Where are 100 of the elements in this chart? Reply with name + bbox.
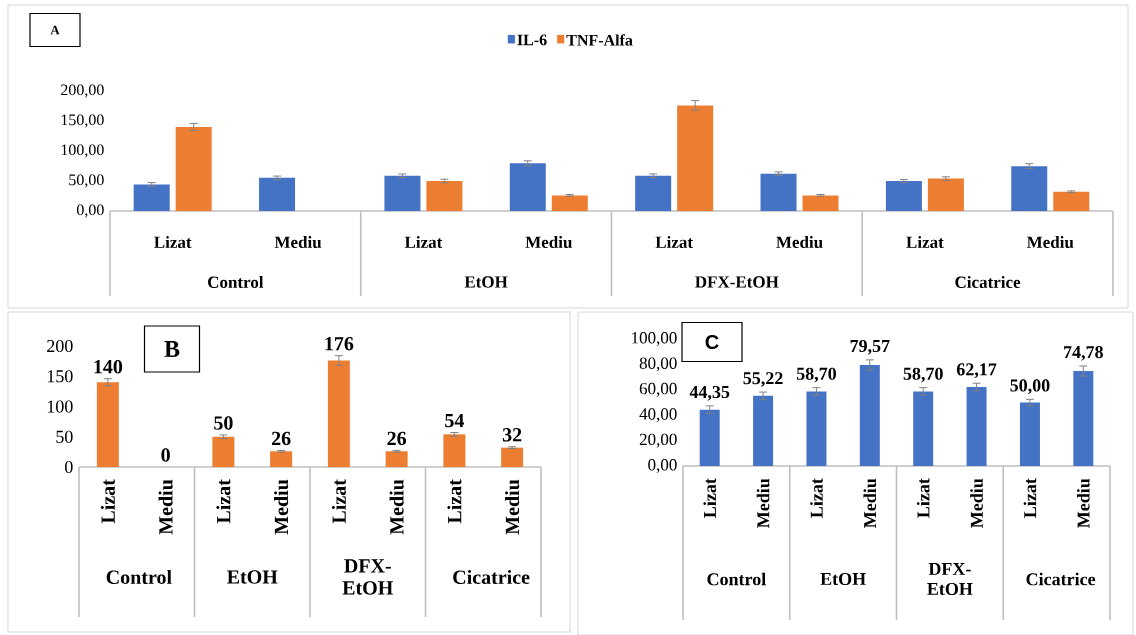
- legend-label: TNF-Alfa: [566, 34, 633, 46]
- chart-title: B: [164, 341, 180, 357]
- bar: [1011, 166, 1048, 211]
- bar: [1073, 371, 1094, 466]
- y-tick-label: 20,00: [639, 433, 677, 448]
- bar: [927, 178, 964, 211]
- y-tick-label: 0: [65, 460, 73, 474]
- y-tick-label: 60,00: [639, 382, 677, 397]
- x-tick-label: Lizat: [154, 236, 192, 248]
- y-tick-label: 200: [47, 339, 73, 353]
- chart-title: C: [705, 334, 719, 350]
- data-label: 32: [502, 428, 522, 442]
- text: Control: [106, 569, 172, 585]
- text: Cicatrice: [453, 569, 530, 585]
- data-label: 55,22: [743, 372, 783, 387]
- y-tick-label: 150,00: [61, 114, 104, 128]
- bar: [753, 395, 774, 466]
- bar: [1053, 191, 1090, 211]
- text: EtOH: [464, 276, 508, 288]
- x-tick-label: Mediu: [389, 479, 404, 535]
- data-label: 50,00: [1010, 379, 1050, 395]
- y-tick-label: 0,00: [76, 204, 104, 218]
- bar: [259, 177, 296, 211]
- bar: [426, 181, 463, 211]
- x-tick-label: Lizat: [447, 479, 462, 524]
- y-tick-label: 100,00: [632, 332, 677, 346]
- y-tick-label: 0,00: [648, 459, 677, 473]
- data-label: 44,35: [689, 385, 730, 401]
- x-tick-label: Mediu: [863, 478, 877, 528]
- text: Cicatrice: [955, 276, 1021, 288]
- x-tick-label: Lizat: [916, 478, 930, 518]
- bar: [133, 184, 170, 211]
- y-tick-label: 100,00: [61, 144, 104, 158]
- x-tick-label: Mediu: [1076, 478, 1090, 528]
- bar: [270, 451, 293, 467]
- bar: [802, 195, 839, 211]
- x-tick-label: Mediu: [970, 478, 983, 528]
- data-label: 0: [161, 448, 170, 462]
- text: Control: [208, 276, 264, 288]
- data-label: 176: [325, 337, 354, 351]
- x-tick-label: Lizat: [404, 236, 443, 248]
- bar: [175, 127, 212, 211]
- data-label: 50: [214, 416, 233, 430]
- y-tick-label: 40,00: [639, 408, 677, 423]
- text: Control: [707, 572, 766, 586]
- bar: [384, 175, 421, 211]
- bar: [885, 181, 922, 211]
- data-label: 26: [271, 431, 291, 446]
- bar: [1019, 402, 1040, 466]
- x-tick-label: Lizat: [703, 478, 717, 518]
- data-label: 74,78: [1064, 346, 1103, 361]
- bar: [966, 387, 987, 466]
- bar: [551, 195, 588, 211]
- bar: [859, 364, 880, 466]
- bar: [212, 436, 235, 467]
- data-label: 58,70: [903, 367, 943, 383]
- data-label: 79,57: [850, 339, 890, 355]
- x-tick-label: Mediu: [776, 236, 823, 248]
- data-label: 58,70: [796, 367, 836, 383]
- bar: [509, 163, 546, 211]
- data-label: 26: [387, 431, 407, 446]
- x-tick-label: Mediu: [505, 479, 520, 535]
- text: DFX-EtOH: [695, 276, 779, 288]
- text: DFX-EtOH: [342, 559, 393, 595]
- text: EtOH: [227, 570, 278, 584]
- x-tick-label: Lizat: [655, 236, 693, 248]
- bar: [806, 391, 827, 466]
- y-tick-label: 150: [47, 370, 73, 383]
- x-tick-label: Lizat: [1023, 478, 1037, 518]
- bar: [443, 434, 466, 467]
- text: DFX-EtOH: [927, 563, 973, 595]
- chart-title: A: [50, 25, 60, 35]
- x-tick-label: Mediu: [274, 236, 322, 248]
- bar: [677, 105, 714, 211]
- y-tick-label: 100: [47, 400, 73, 413]
- y-tick-label: 50: [56, 430, 73, 443]
- bar: [699, 409, 720, 466]
- bar: [635, 175, 672, 211]
- bar: [385, 451, 408, 467]
- text: EtOH: [820, 572, 866, 586]
- x-tick-label: Lizat: [216, 479, 231, 524]
- bar: [96, 382, 119, 467]
- y-tick-label: 200,00: [61, 84, 104, 98]
- bar: [760, 173, 797, 211]
- data-label: 140: [94, 359, 123, 374]
- x-tick-label: Mediu: [274, 479, 289, 535]
- x-tick-label: Mediu: [158, 479, 173, 535]
- bar: [501, 447, 524, 467]
- y-tick-label: 80,00: [639, 357, 677, 372]
- x-tick-label: Lizat: [810, 478, 823, 518]
- x-tick-label: Lizat: [331, 479, 346, 524]
- data-label: 54: [445, 413, 465, 428]
- data-label: 62,17: [956, 363, 997, 379]
- y-tick-label: 50,00: [69, 174, 104, 188]
- text: Cicatrice: [1026, 572, 1096, 586]
- x-tick-label: Mediu: [1026, 236, 1074, 248]
- x-tick-label: Lizat: [906, 236, 944, 248]
- bar: [327, 360, 350, 467]
- x-tick-label: Lizat: [100, 479, 115, 524]
- x-tick-label: Mediu: [525, 236, 572, 248]
